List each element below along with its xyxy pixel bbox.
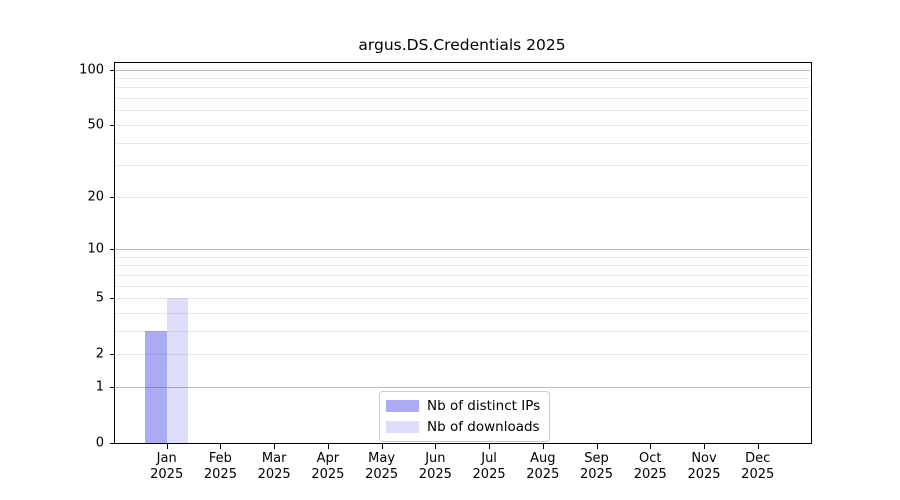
y-tick (110, 298, 114, 299)
x-tick (757, 444, 759, 449)
gridline-minor (115, 98, 810, 99)
y-tick (110, 387, 114, 388)
x-tick-label: Feb 2025 (203, 451, 237, 482)
x-tick (704, 444, 705, 449)
gridline-minor (115, 143, 810, 144)
legend: Nb of distinct IPs Nb of downloads (379, 391, 551, 442)
x-tick (542, 444, 544, 449)
gridline-minor-labeled (115, 197, 810, 198)
gridline-minor-labeled (115, 125, 810, 126)
bar-nb-of-distinct-ips-jan (145, 330, 167, 443)
gridline-major (115, 387, 810, 388)
gridline-minor (115, 87, 810, 88)
x-tick (381, 444, 383, 449)
legend-item-distinct-ips: Nb of distinct IPs (386, 398, 540, 414)
legend-swatch-distinct-ips-icon (386, 400, 419, 412)
gridline-minor (115, 110, 810, 111)
y-tick (110, 354, 114, 355)
gridline-major (115, 249, 810, 250)
x-tick (435, 444, 437, 449)
x-tick (166, 444, 168, 449)
bar-nb-of-downloads-jan (166, 298, 189, 443)
x-tick-label: Apr 2025 (311, 451, 345, 482)
y-tick-label: 2 (95, 346, 104, 362)
x-tick-label: May 2025 (365, 451, 399, 482)
x-tick (274, 444, 276, 449)
legend-swatch-downloads-icon (386, 421, 419, 433)
x-tick-label: Mar 2025 (257, 451, 291, 482)
gridline-minor (115, 313, 810, 314)
x-tick-label: Aug 2025 (526, 451, 560, 482)
x-tick-label: Jan 2025 (150, 451, 184, 482)
x-tick-label: Dec 2025 (741, 451, 775, 482)
gridline-minor-labeled (115, 354, 810, 355)
y-tick-label: 10 (87, 241, 104, 257)
y-tick-label: 100 (79, 62, 104, 78)
y-tick (110, 443, 114, 444)
y-tick-label: 50 (87, 117, 104, 133)
legend-label-distinct-ips: Nb of distinct IPs (427, 398, 541, 414)
y-tick-label: 1 (95, 379, 104, 395)
gridline-minor (115, 265, 810, 266)
x-tick-label: Jun 2025 (418, 451, 452, 482)
y-tick-label: 20 (87, 189, 104, 205)
gridline-minor (115, 275, 810, 276)
y-tick (110, 125, 114, 126)
x-tick-label: Sep 2025 (579, 451, 614, 482)
y-tick (110, 70, 114, 71)
y-tick (110, 197, 114, 198)
gridline-minor (115, 286, 810, 287)
gridline-minor (115, 78, 810, 79)
y-tick-label: 0 (95, 435, 104, 451)
x-tick (489, 444, 491, 449)
legend-label-downloads: Nb of downloads (427, 419, 540, 435)
chart-title: argus.DS.Credentials 2025 (358, 36, 566, 54)
y-tick-label: 5 (95, 290, 104, 306)
x-tick-label: Nov 2025 (687, 451, 721, 482)
x-tick (327, 444, 329, 449)
gridline-minor-labeled (115, 298, 810, 299)
x-tick (650, 444, 652, 449)
legend-item-downloads: Nb of downloads (386, 419, 540, 435)
gridline-minor (115, 165, 810, 166)
gridline-minor (115, 257, 810, 258)
x-tick (596, 444, 598, 449)
plot-area (114, 62, 812, 444)
y-tick (110, 249, 114, 250)
x-tick-label: Oct 2025 (633, 451, 667, 482)
gridline-minor (115, 331, 810, 332)
x-tick (220, 444, 222, 449)
gridline-major (115, 70, 810, 71)
x-tick-label: Jul 2025 (472, 451, 506, 482)
